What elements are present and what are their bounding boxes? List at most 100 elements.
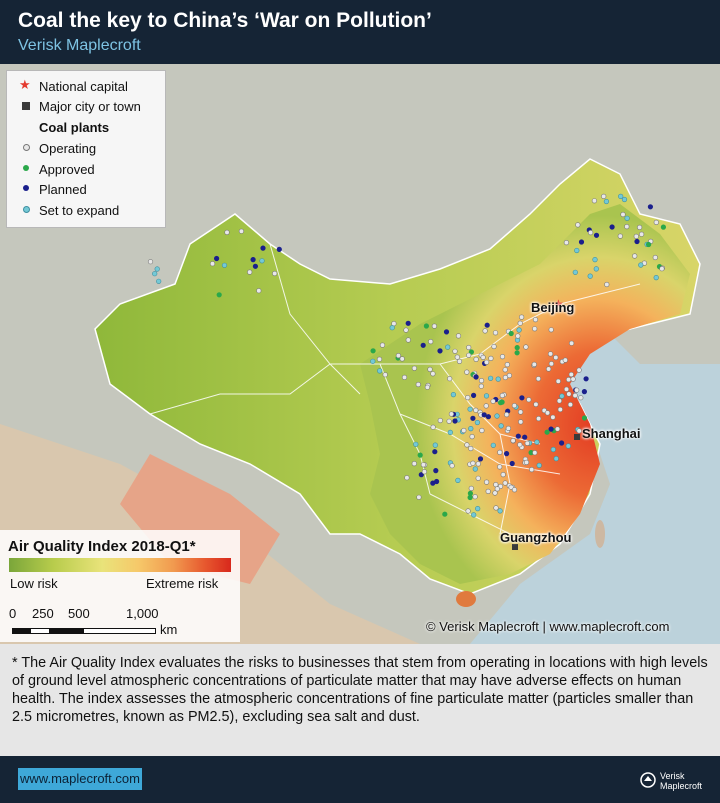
aqi-color-scale — [9, 558, 231, 572]
coal-plant-marker — [465, 395, 471, 401]
coal-plant-markers — [147, 193, 667, 518]
coal-plant-marker — [216, 292, 222, 298]
coal-plant-marker — [553, 354, 559, 361]
coal-plant-marker — [532, 317, 539, 323]
coal-plant-marker — [604, 281, 610, 288]
coal-plant-marker — [259, 258, 265, 264]
coal-plant-marker — [534, 439, 540, 445]
coal-plant-marker — [593, 266, 599, 272]
coal-plant-marker — [464, 442, 470, 448]
coal-plant-marker — [224, 229, 230, 235]
coal-plant-marker — [421, 469, 428, 475]
coal-plant-marker — [423, 323, 430, 329]
coal-plant-marker — [502, 374, 509, 381]
coal-plant-marker — [420, 462, 427, 468]
city-label-guangzhou: Guangzhou — [500, 530, 572, 545]
coal-plant-marker — [554, 426, 561, 432]
coal-plant-marker — [638, 231, 645, 237]
coal-plant-marker — [452, 348, 458, 354]
coal-plant-marker — [553, 456, 559, 462]
coal-plant-marker — [660, 224, 667, 230]
coal-plant-marker — [593, 232, 600, 238]
coal-plant-marker — [578, 395, 584, 401]
coal-plant-marker — [466, 352, 472, 358]
coal-plant-marker — [523, 344, 529, 350]
coal-plant-marker — [531, 361, 537, 368]
coal-plant-marker — [499, 399, 505, 405]
coal-plant-marker — [493, 482, 499, 488]
coal-plant-marker — [403, 327, 409, 333]
sea — [470, 324, 720, 644]
coal-plant-marker — [455, 477, 461, 484]
coal-plant-marker — [483, 403, 489, 409]
coal-plant-marker — [411, 461, 417, 467]
coal-plant-marker — [508, 484, 514, 490]
map-legend: ★ National capital Major city or town Co… — [6, 70, 166, 228]
coal-plant-marker — [214, 255, 220, 262]
coal-plant-marker — [504, 362, 510, 368]
coal-plant-marker — [484, 322, 490, 328]
coal-plant-marker — [621, 196, 628, 203]
coal-plant-marker — [645, 241, 652, 248]
coal-plant-marker — [558, 440, 565, 446]
coal-plant-marker — [653, 275, 659, 281]
coal-plant-marker — [447, 376, 453, 382]
coal-plant-marker — [514, 345, 520, 351]
coal-plant-marker — [565, 377, 572, 383]
scale-tick-0: 0 — [9, 606, 17, 621]
coal-plant-marker — [209, 261, 216, 267]
coal-plant-marker — [445, 344, 451, 350]
coal-plant-marker — [510, 438, 516, 444]
coal-plant-marker — [632, 253, 638, 259]
page-subtitle: Verisk Maplecroft — [18, 37, 141, 54]
coal-plant-marker — [491, 343, 497, 350]
coal-plant-marker — [647, 204, 654, 210]
scale-tick-1000: 1,000 — [126, 606, 159, 621]
coal-plant-marker — [413, 441, 419, 447]
scale-tick-500: 500 — [68, 606, 90, 621]
coal-plant-marker — [505, 425, 512, 432]
coal-plant-marker — [511, 487, 518, 493]
legend-item-capital: ★ National capital — [7, 77, 165, 95]
coal-plant-marker — [377, 368, 383, 374]
coal-plant-marker — [468, 426, 474, 432]
coal-plant-marker — [247, 269, 253, 275]
coal-plant-marker — [514, 350, 520, 356]
square-icon — [22, 102, 30, 110]
coal-plant-marker — [152, 271, 158, 277]
website-link[interactable]: www.maplecroft.com — [18, 768, 142, 790]
coal-plant-marker — [555, 378, 561, 384]
coal-plant-marker — [395, 353, 402, 359]
coal-plant-marker — [446, 418, 452, 424]
coal-plant-marker — [617, 233, 623, 239]
coal-plant-marker — [481, 412, 487, 418]
coal-plant-marker — [418, 472, 424, 478]
coal-plant-marker — [516, 327, 522, 333]
coal-plant-marker — [568, 340, 575, 346]
city-marker-guangzhou — [512, 544, 518, 550]
coal-plant-marker — [492, 330, 499, 336]
coal-plant-marker — [480, 354, 486, 361]
coal-plant-marker — [633, 233, 639, 239]
coal-plant-marker — [411, 365, 418, 371]
footnote-panel: * The Air Quality Index evaluates the ri… — [0, 644, 720, 756]
coal-plant-marker — [517, 320, 523, 326]
coal-plant-marker — [572, 392, 578, 399]
coal-plant-marker — [455, 333, 462, 339]
aqi-legend-panel: Air Quality Index 2018-Q1* Low risk Extr… — [0, 530, 240, 642]
coal-plant-marker — [488, 375, 494, 381]
coal-plant-marker — [493, 505, 499, 511]
coal-plant-marker — [464, 369, 470, 375]
taiwan-island — [595, 520, 605, 548]
coal-plant-marker — [472, 494, 478, 500]
coal-plant-marker — [250, 257, 256, 263]
coal-plant-marker — [587, 273, 593, 279]
coal-plant-marker — [568, 371, 574, 378]
coal-plant-marker — [559, 393, 565, 399]
coal-plant-marker — [431, 323, 438, 329]
coal-plant-marker — [221, 262, 228, 268]
coal-plant-marker — [550, 414, 556, 420]
coal-plant-marker — [474, 419, 481, 426]
coal-plant-marker — [468, 349, 475, 355]
coal-plant-marker — [574, 387, 580, 393]
